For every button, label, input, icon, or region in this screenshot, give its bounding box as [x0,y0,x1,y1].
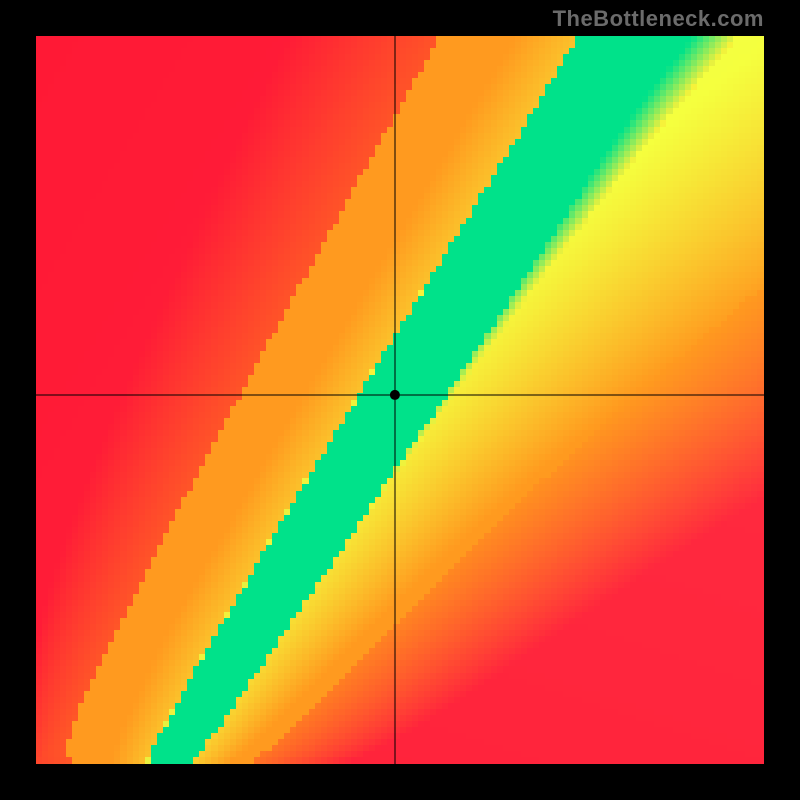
chart-frame: TheBottleneck.com [0,0,800,800]
heatmap-canvas [36,36,764,764]
watermark-text: TheBottleneck.com [553,6,764,32]
plot-area [36,36,764,764]
